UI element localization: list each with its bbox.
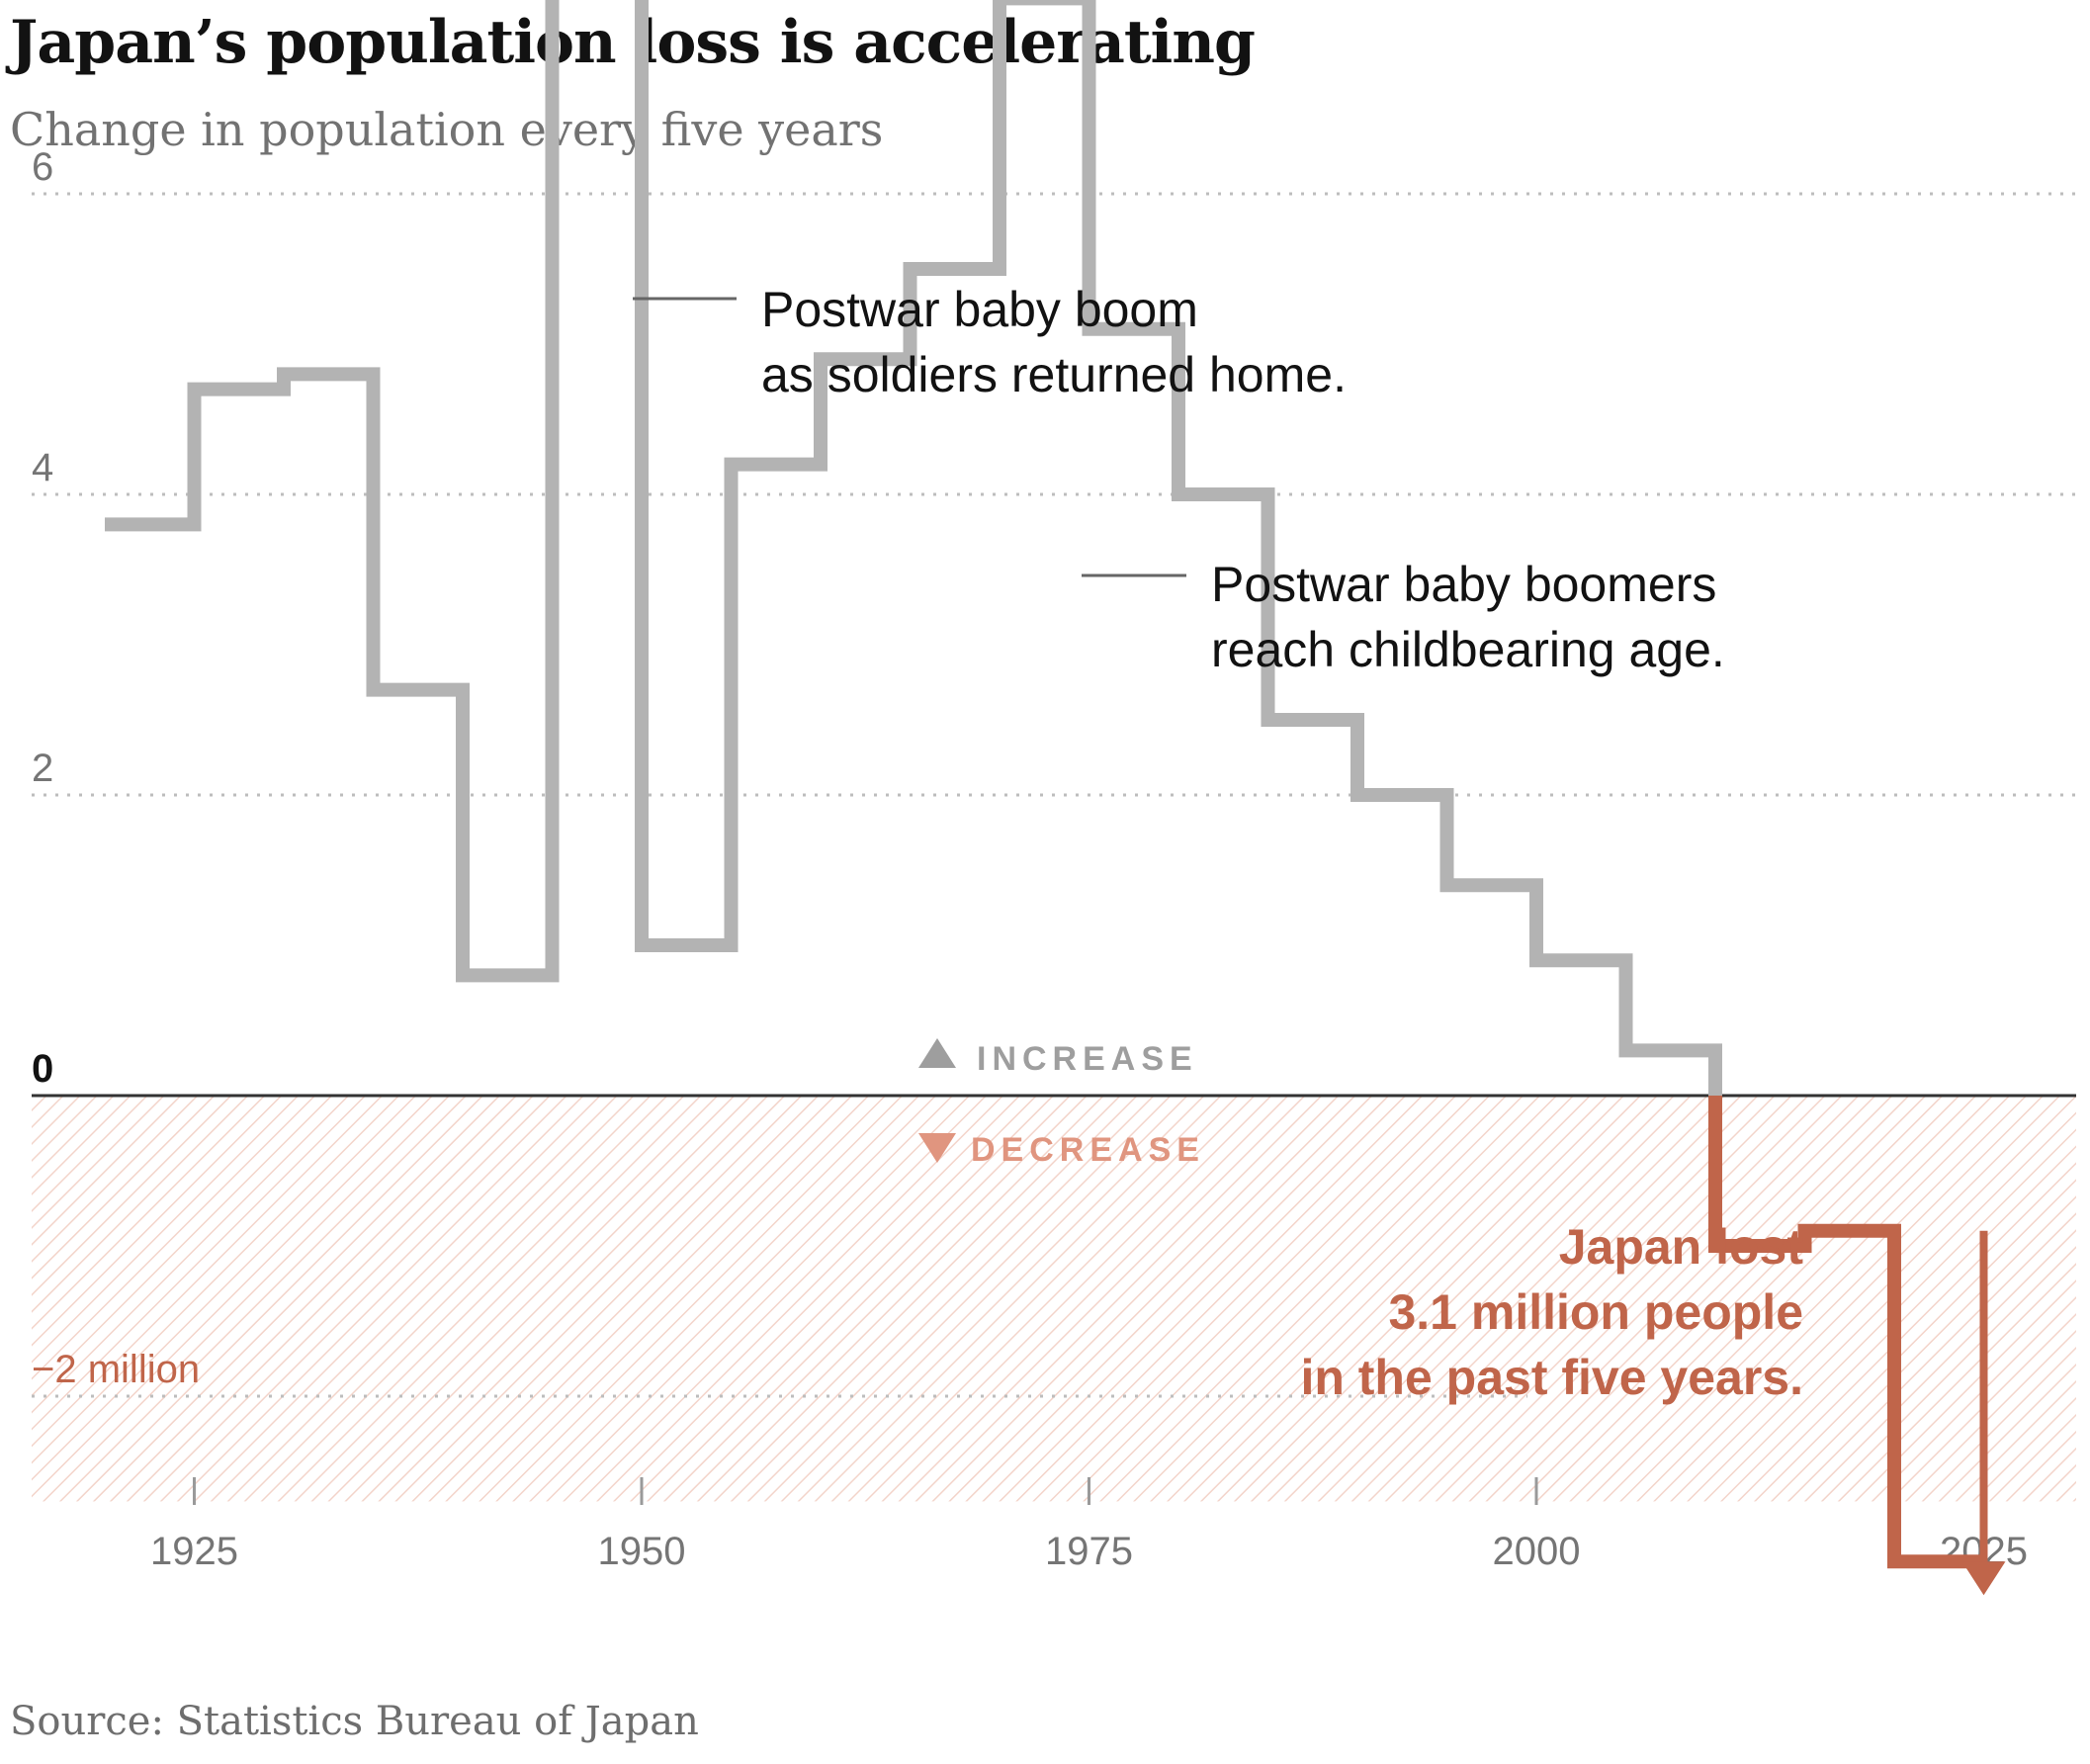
chart-subtitle: Change in population every five years <box>10 103 884 156</box>
annotation-baby-boom: as soldiers returned home. <box>761 347 1347 402</box>
increase-arrow-icon <box>918 1038 956 1068</box>
y-tick-label: −2 million <box>32 1348 200 1391</box>
annotation-population-loss: 3.1 million people <box>1388 1284 1803 1340</box>
source-note: Source: Statistics Bureau of Japan <box>10 1699 699 1744</box>
annotation-population-loss: in the past five years. <box>1300 1350 1803 1405</box>
x-tick-label: 2000 <box>1493 1530 1581 1573</box>
annotation-childbearing-age: reach childbearing age. <box>1211 622 1725 677</box>
x-tick-label: 1950 <box>598 1530 686 1573</box>
annotation-population-loss: Japan lost <box>1559 1219 1804 1275</box>
y-tick-label: 2 <box>32 747 53 790</box>
x-tick-label: 1925 <box>150 1530 238 1573</box>
population-change-line-decrease <box>1708 1096 1984 1569</box>
annotation-baby-boom: Postwar baby boom <box>761 282 1198 337</box>
y-tick-label: 4 <box>32 446 53 489</box>
x-tick-label: 1975 <box>1045 1530 1133 1573</box>
chart-title: Japan’s population loss is accelerating <box>10 8 1256 77</box>
decrease-label: DECREASE <box>971 1131 1205 1169</box>
population-change-line-increase <box>105 0 1722 1096</box>
decrease-region <box>32 1096 2076 1502</box>
increase-label: INCREASE <box>977 1040 1198 1078</box>
down-arrow-icon <box>1961 1561 2006 1596</box>
decrease-arrow-icon <box>918 1133 956 1163</box>
annotation-childbearing-age: Postwar baby boomers <box>1211 557 1716 612</box>
y-tick-label: 0 <box>32 1047 53 1091</box>
y-tick-label: 6 <box>32 145 53 189</box>
